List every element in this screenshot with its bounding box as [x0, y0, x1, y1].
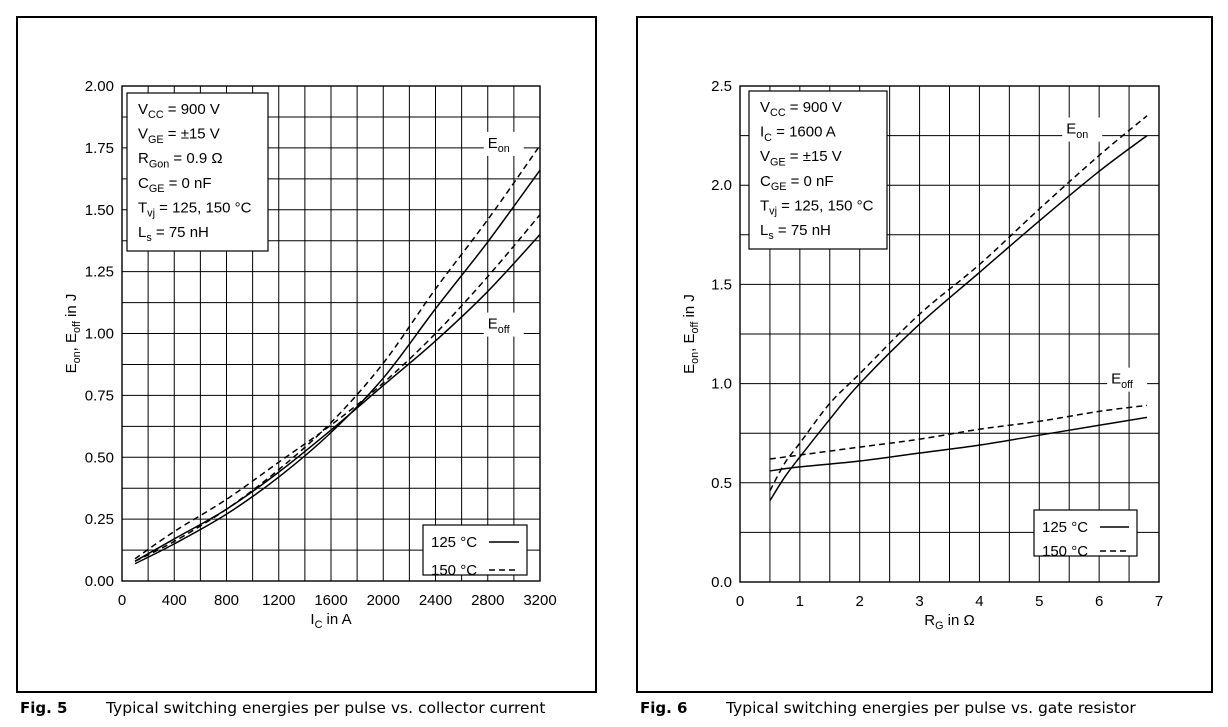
- chart-frame-right: [636, 16, 1213, 693]
- y-tick-label: 1.0: [711, 376, 732, 393]
- caption-fig5-label: Fig. 5: [20, 699, 68, 717]
- caption-fig6-label: Fig. 6: [640, 699, 688, 717]
- curve-label-eon: Eon: [488, 135, 510, 155]
- y-tick-label: 0.75: [85, 387, 114, 404]
- conditions-box: [126, 92, 269, 252]
- condition-line: CGE = 0 nF: [138, 175, 212, 195]
- x-tick-label: 1: [796, 593, 804, 610]
- legend-label: 150 °C: [1042, 543, 1088, 560]
- condition-line: VCC = 900 V: [138, 101, 220, 121]
- series-eon-150: [134, 144, 541, 562]
- chart-frame-left: [16, 16, 597, 693]
- caption-fig5: Fig. 5 Typical switching energies per pul…: [20, 699, 545, 718]
- curve-label-eoff: Eoff: [488, 316, 511, 336]
- x-tick-label: 6: [1095, 593, 1103, 610]
- y-tick-label: 0.5: [711, 475, 732, 492]
- y-tick-label: 2.00: [85, 78, 114, 95]
- legend-label: 125 °C: [431, 534, 477, 551]
- series-eoff-150: [134, 214, 541, 560]
- y-axis-label: Eon, Eoff in J: [681, 294, 701, 374]
- condition-line: VGE = ±15 V: [760, 148, 842, 168]
- curve-label-bg: [1062, 117, 1103, 142]
- plot-area-border: [739, 85, 1160, 583]
- x-tick-label: 3200: [523, 592, 556, 609]
- series-eoff-150: [769, 404, 1148, 460]
- x-tick-label: 5: [1035, 593, 1043, 610]
- x-tick-label: 7: [1155, 593, 1163, 610]
- x-tick-label: 2800: [471, 592, 504, 609]
- x-tick-label: 2400: [419, 592, 452, 609]
- curve-label-eoff: Eoff: [1111, 371, 1134, 391]
- x-tick-label: 1200: [262, 592, 295, 609]
- y-tick-label: 1.25: [85, 264, 114, 281]
- y-tick-label: 0.50: [85, 449, 114, 466]
- x-tick-label: 3: [915, 593, 923, 610]
- y-tick-label: 2.5: [711, 78, 732, 95]
- series-eon-125: [769, 134, 1148, 502]
- y-tick-label: 0.00: [85, 573, 114, 590]
- condition-line: Tvj = 125, 150 °C: [760, 197, 874, 217]
- series-eon-125: [134, 169, 541, 565]
- x-tick-label: 0: [118, 592, 126, 609]
- x-tick-label: 2: [856, 593, 864, 610]
- condition-line: Tvj = 125, 150 °C: [138, 199, 252, 219]
- series-eoff-125: [769, 416, 1148, 472]
- caption-fig6: Fig. 6 Typical switching energies per pul…: [640, 699, 1136, 718]
- y-tick-label: 1.00: [85, 326, 114, 343]
- x-tick-label: 2000: [367, 592, 400, 609]
- condition-line: Ls = 75 nH: [138, 224, 209, 244]
- y-tick-label: 0.0: [711, 574, 732, 591]
- condition-line: CGE = 0 nF: [760, 173, 834, 193]
- x-tick-label: 400: [162, 592, 187, 609]
- curve-label-bg: [483, 131, 524, 156]
- caption-fig6-text: Typical switching energies per pulse vs.…: [726, 699, 1136, 717]
- y-axis-label: Eon, Eoff in J: [63, 294, 83, 374]
- legend-label: 150 °C: [431, 562, 477, 579]
- x-tick-label: 0: [736, 593, 744, 610]
- y-tick-label: 1.75: [85, 140, 114, 157]
- y-tick-label: 1.50: [85, 202, 114, 219]
- condition-line: RGon = 0.9 Ω: [138, 150, 223, 170]
- condition-line: Ls = 75 nH: [760, 222, 831, 242]
- condition-line: VCC = 900 V: [760, 99, 842, 119]
- series-eon-150: [769, 115, 1148, 492]
- plot-area-border: [121, 85, 541, 582]
- x-axis-label: RG in Ω: [924, 612, 974, 632]
- curve-label-eon: Eon: [1066, 121, 1088, 141]
- legend-box: [1033, 509, 1138, 557]
- x-tick-label: 800: [214, 592, 239, 609]
- series-eoff-125: [134, 233, 541, 562]
- conditions-box: [748, 90, 888, 250]
- curve-label-bg: [1107, 367, 1148, 392]
- y-tick-label: 2.0: [711, 177, 732, 194]
- condition-line: IC = 1600 A: [760, 124, 836, 144]
- curve-label-bg: [483, 312, 524, 337]
- caption-fig5-text: Typical switching energies per pulse vs.…: [106, 699, 546, 717]
- legend-label: 125 °C: [1042, 519, 1088, 536]
- y-tick-label: 0.25: [85, 511, 114, 528]
- condition-line: VGE = ±15 V: [138, 126, 220, 146]
- x-axis-label: IC in A: [310, 611, 351, 631]
- legend-box: [422, 524, 528, 576]
- y-tick-label: 1.5: [711, 276, 732, 293]
- x-tick-label: 4: [975, 593, 983, 610]
- x-tick-label: 1600: [314, 592, 347, 609]
